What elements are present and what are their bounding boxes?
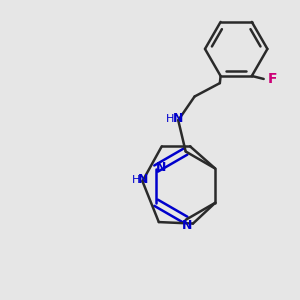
Text: N: N — [138, 173, 148, 186]
Text: H: H — [166, 114, 174, 124]
Text: F: F — [268, 72, 278, 86]
Text: N: N — [156, 160, 167, 174]
Text: N: N — [182, 219, 192, 232]
Text: H: H — [132, 175, 140, 185]
Text: N: N — [172, 112, 183, 125]
